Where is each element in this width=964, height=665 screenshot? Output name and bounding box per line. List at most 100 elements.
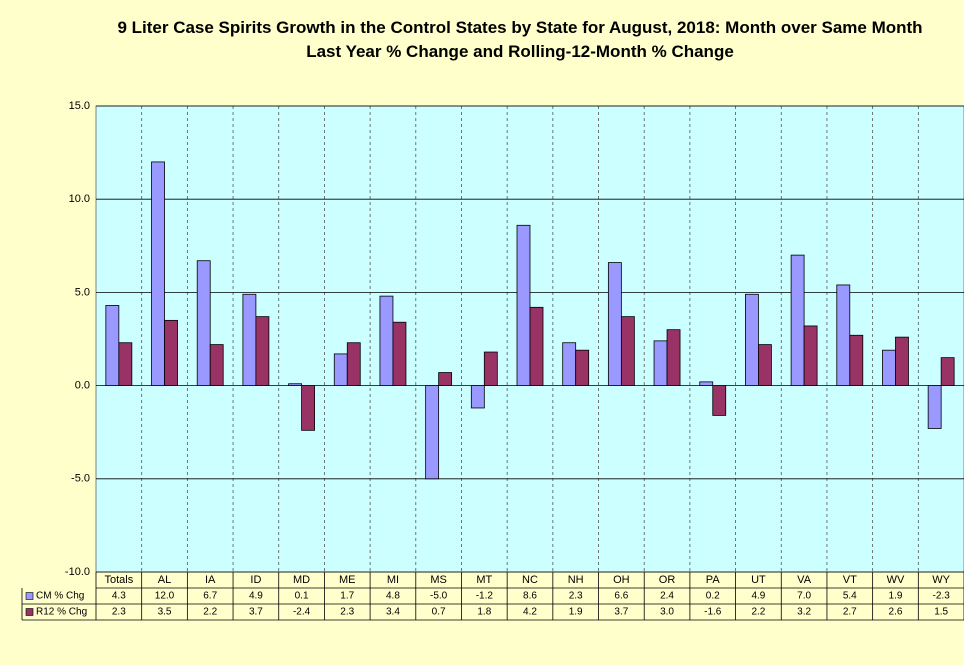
x-tick-label: ME — [339, 574, 356, 586]
bar — [151, 161, 165, 386]
data-table-value: 2.2 — [203, 607, 217, 618]
data-table-value: 0.1 — [295, 591, 309, 602]
bar — [745, 293, 759, 387]
data-table-value: -2.3 — [933, 591, 951, 602]
data-table-value: 3.2 — [797, 607, 811, 618]
x-tick-label: OR — [659, 574, 676, 586]
chart-title: 9 Liter Case Spirits Growth in the Contr… — [117, 18, 923, 61]
bar — [895, 336, 909, 386]
y-tick-label: 10.0 — [69, 193, 90, 205]
data-table-value: 5.4 — [843, 591, 857, 602]
data-table-value: 2.3 — [569, 591, 583, 602]
data-table-value: 0.7 — [432, 607, 446, 618]
x-tick-label: MI — [387, 574, 399, 586]
data-table-value: 7.0 — [797, 591, 811, 602]
data-table-value: 1.9 — [569, 607, 583, 618]
bar — [849, 334, 864, 387]
bar — [516, 224, 531, 387]
bar — [882, 349, 896, 386]
bar — [470, 385, 485, 409]
bar — [209, 344, 224, 387]
bar — [607, 262, 622, 386]
data-table-value: 3.7 — [614, 607, 628, 618]
data-table-value: 3.5 — [158, 607, 172, 618]
data-table-value: 2.4 — [660, 591, 674, 602]
x-tick-label: WY — [932, 574, 950, 586]
data-table-value: 3.0 — [660, 607, 674, 618]
data-table-value: 1.5 — [934, 607, 948, 618]
legend-label: R12 % Chg — [36, 607, 87, 618]
x-tick-label: OH — [613, 574, 630, 586]
x-tick-label: WV — [887, 574, 905, 586]
data-table-value: -1.6 — [704, 607, 722, 618]
x-tick-label: IA — [205, 574, 216, 586]
bar — [836, 284, 851, 386]
bar — [712, 385, 727, 416]
data-table-value: 2.2 — [751, 607, 765, 618]
bar — [379, 295, 394, 386]
data-table-value: -5.0 — [430, 591, 448, 602]
data-table-value: 3.4 — [386, 607, 400, 618]
x-tick-label: AL — [158, 574, 171, 586]
bar — [529, 306, 544, 387]
bar — [562, 342, 577, 386]
x-tick-label: PA — [706, 574, 721, 586]
x-tick-label: MD — [293, 574, 310, 586]
data-table-value: -2.4 — [293, 607, 311, 618]
bar — [333, 353, 348, 386]
bar — [288, 383, 302, 386]
data-table-value: 2.3 — [340, 607, 354, 618]
x-tick-label: VT — [843, 574, 857, 586]
bar — [425, 385, 440, 480]
data-table-value: 4.8 — [386, 591, 400, 602]
data-table-value: 6.7 — [203, 591, 217, 602]
x-tick-label: MT — [476, 574, 492, 586]
bar — [790, 254, 805, 386]
legend-key — [25, 608, 34, 616]
data-table-value: -1.2 — [476, 591, 494, 602]
x-tick-label: NC — [522, 574, 538, 586]
bar — [255, 316, 270, 386]
bar — [483, 351, 498, 387]
data-table-value: 3.7 — [249, 607, 263, 618]
y-tick-label: -5.0 — [71, 473, 90, 485]
data-table-value: 4.2 — [523, 607, 537, 618]
x-tick-label: NH — [568, 574, 584, 586]
bar — [392, 321, 407, 386]
bar — [242, 293, 257, 387]
data-table-value: 4.9 — [249, 591, 263, 602]
x-tick-label: UT — [751, 574, 766, 586]
data-table-value: 2.6 — [889, 607, 903, 618]
legend-label: CM % Chg — [36, 591, 84, 602]
y-tick-label: -10.0 — [65, 566, 90, 578]
data-table-value: 2.3 — [112, 607, 126, 618]
data-table-value: 8.6 — [523, 591, 537, 602]
data-table-value: 1.7 — [340, 591, 354, 602]
bar — [196, 260, 211, 387]
bar — [758, 344, 772, 387]
data-table-value: 1.8 — [477, 607, 491, 618]
bar — [118, 342, 133, 386]
x-tick-label: ID — [250, 574, 261, 586]
bar — [164, 319, 178, 386]
bar — [803, 325, 818, 386]
bar — [666, 329, 681, 386]
bar — [575, 349, 590, 386]
y-tick-label: 0.0 — [75, 380, 90, 392]
bar — [653, 340, 668, 387]
data-table-value: 12.0 — [155, 591, 175, 602]
data-table-value: 4.9 — [751, 591, 765, 602]
x-tick-label: Totals — [104, 574, 133, 586]
x-tick-label: MS — [430, 574, 447, 586]
bar — [346, 342, 361, 386]
data-table-value: 2.7 — [843, 607, 857, 618]
data-table-value: 4.3 — [112, 591, 126, 602]
y-tick-label: 15.0 — [69, 100, 90, 112]
bar — [301, 385, 315, 431]
x-tick-label: VA — [797, 574, 812, 586]
data-table-value: 0.2 — [706, 591, 720, 602]
y-tick-label: 5.0 — [75, 286, 90, 298]
data-table-value: 6.6 — [614, 591, 628, 602]
